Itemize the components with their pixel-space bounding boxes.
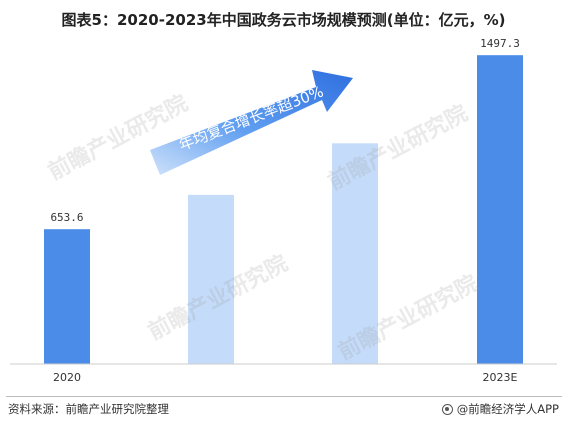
brand-text: @前瞻经济学人APP [456, 402, 559, 416]
chart-title: 图表5：2020-2023年中国政务云市场规模预测(单位：亿元，%) [61, 11, 506, 29]
bar-2023E [477, 55, 523, 364]
growth-arrow [150, 70, 353, 175]
value-label-2023E: 1497.3 [480, 37, 520, 50]
brand-logo-icon [441, 403, 453, 415]
growth-annotation: 年均复合增长率超30% [176, 82, 326, 154]
bar-2022 [332, 143, 378, 364]
brand-credit: @前瞻经济学人APP [441, 401, 559, 417]
x-tick-label-2020: 2020 [53, 371, 81, 384]
value-label-2020: 653.6 [50, 211, 83, 224]
footer-divider [6, 396, 562, 397]
bar-2021 [188, 194, 234, 364]
bar-2020 [44, 229, 90, 364]
source-note: 资料来源：前瞻产业研究院整理 [8, 402, 169, 416]
x-tick-label-2023E: 2023E [483, 371, 518, 384]
